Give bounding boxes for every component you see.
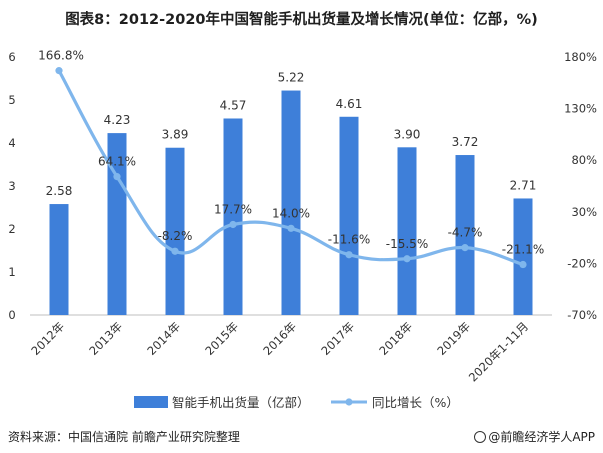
bar xyxy=(165,147,185,315)
line-data-label: -15.5% xyxy=(386,237,428,251)
publisher-logo-icon xyxy=(474,431,487,443)
bar-data-label: 4.23 xyxy=(104,113,131,127)
y-right-tick-label: 80% xyxy=(571,153,597,167)
legend-swatch-bar xyxy=(134,396,168,408)
legend-label-bar: 智能手机出货量（亿部） xyxy=(172,395,310,410)
y-right-tick-label: -70% xyxy=(567,308,597,322)
y-left-tick-label: 5 xyxy=(8,93,15,107)
line-point xyxy=(519,260,527,269)
source-note: 资料来源：中国信通院 前瞻产业研究院整理 xyxy=(8,430,240,444)
y-left-tick-label: 6 xyxy=(8,50,15,64)
bar-data-label: 3.90 xyxy=(394,127,421,141)
y-axis-left: 0 1 2 3 4 5 6 xyxy=(8,50,15,322)
bar-data-label: 2.71 xyxy=(510,178,537,192)
x-tick-label: 2012年 xyxy=(28,319,67,358)
bar-data-label: 5.22 xyxy=(278,71,305,85)
x-tick-label: 2020年1-11月 xyxy=(466,319,531,384)
line-point xyxy=(403,255,411,263)
line-data-label: -21.1% xyxy=(502,243,544,257)
x-tick-label: 2017年 xyxy=(318,319,357,358)
bar xyxy=(339,116,359,316)
y-left-tick-label: 1 xyxy=(8,265,15,279)
line-data-label: -11.6% xyxy=(328,233,370,247)
y-left-tick-label: 0 xyxy=(8,308,15,322)
line-data-label: 14.0% xyxy=(272,206,310,220)
bar xyxy=(281,90,301,315)
bar-data-labels: 2.58 4.23 3.89 4.57 5.22 4.61 3.90 3.72 2.71 xyxy=(46,71,537,199)
x-tick-label: 2014年 xyxy=(144,319,183,358)
line-data-label: -8.2% xyxy=(158,229,193,243)
legend-swatch-marker xyxy=(345,398,353,406)
legend: 智能手机出货量（亿部） 同比增长（%） xyxy=(134,395,459,410)
line-data-label: 64.1% xyxy=(98,155,136,169)
x-tick-label: 2016年 xyxy=(260,319,299,358)
line-series xyxy=(55,67,527,269)
chart-title: 图表8：2012-2020年中国智能手机出货量及增长情况(单位：亿部，%) xyxy=(65,12,538,28)
bar xyxy=(223,118,243,316)
x-tick-label: 2018年 xyxy=(376,319,415,358)
line-point xyxy=(55,67,63,75)
line-data-label: -4.7% xyxy=(448,226,483,240)
y-axis-right: -70% -20% 30% 80% 130% 180% xyxy=(564,50,597,322)
line-point xyxy=(113,173,121,181)
bar xyxy=(455,155,475,315)
y-right-tick-label: 180% xyxy=(564,50,597,64)
bar xyxy=(397,147,417,315)
bar xyxy=(107,133,127,315)
line-data-label: 17.7% xyxy=(214,202,252,216)
y-left-tick-label: 3 xyxy=(8,179,15,193)
bar-data-label: 3.89 xyxy=(162,128,189,142)
line-point xyxy=(345,251,353,259)
line-point xyxy=(229,220,237,229)
x-tick-label: 2019年 xyxy=(434,319,473,358)
x-tick-label: 2013年 xyxy=(86,319,125,358)
publisher-name: @前瞻经济学人APP xyxy=(488,430,595,444)
bar-data-label: 3.72 xyxy=(452,135,479,149)
line-point xyxy=(461,244,469,252)
bar-data-label: 4.57 xyxy=(220,98,247,112)
y-right-tick-label: 30% xyxy=(571,205,597,219)
y-right-tick-label: 130% xyxy=(564,102,597,116)
legend-label-line: 同比增长（%） xyxy=(372,395,459,410)
bar-series xyxy=(49,90,533,316)
line-data-label: 166.8% xyxy=(38,49,84,63)
y-left-tick-label: 2 xyxy=(8,222,15,236)
bar-data-label: 4.61 xyxy=(336,97,363,111)
x-axis-labels: 2012年 2013年 2014年 2015年 2016年 2017年 2018年 2019年… xyxy=(28,319,531,384)
line-point xyxy=(171,247,179,255)
y-right-tick-label: -20% xyxy=(567,256,597,270)
bar xyxy=(513,198,533,315)
line-point xyxy=(287,224,295,232)
line-data-labels: 166.8% 64.1% -8.2% 17.7% 14.0% -11.6% -15.5% -4… xyxy=(38,49,544,257)
x-tick-label: 2015年 xyxy=(202,319,241,358)
y-left-tick-label: 4 xyxy=(8,136,15,150)
bar-data-label: 2.58 xyxy=(46,184,73,198)
bar xyxy=(49,204,69,315)
publisher-credit: @前瞻经济学人APP xyxy=(474,428,595,445)
